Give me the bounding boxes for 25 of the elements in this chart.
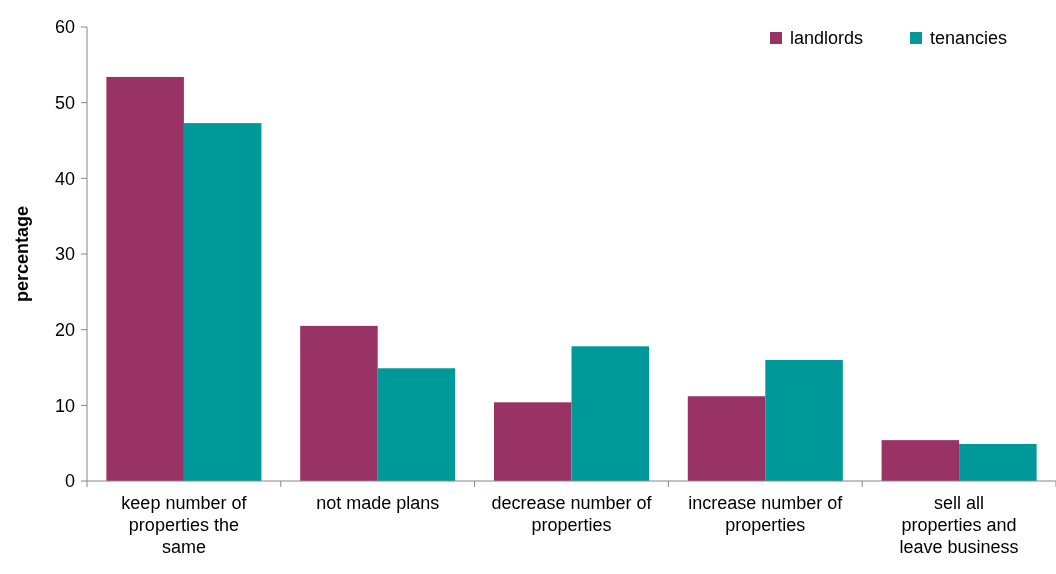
bar [183,123,262,481]
y-tick-label: 40 [54,168,75,189]
legend-label: tenancies [930,28,1008,49]
y-tick-label: 50 [54,92,75,113]
bar [106,76,184,481]
y-tick-label: 30 [54,244,75,265]
y-tick-label: 10 [54,395,75,416]
bar [493,402,572,481]
x-tick-label: sell all properties and leave business [899,493,1019,557]
legend-label: landlords [790,28,864,49]
bar [881,440,960,481]
bar [765,359,843,481]
y-tick-label: 60 [54,17,75,38]
bar [377,368,456,481]
bar [687,396,766,481]
y-tick-label: 0 [64,471,75,492]
bar [571,346,650,481]
bar [959,443,1037,481]
x-tick-label: not made plans [316,493,440,513]
bar [300,325,378,481]
x-tick-label: increase number of properties [688,493,844,535]
x-tick-label: decrease number of properties [491,493,653,535]
x-tick-label: keep number of properties the same [121,493,248,557]
y-tick-label: 20 [54,319,75,340]
y-axis-title: percentage [12,205,32,303]
